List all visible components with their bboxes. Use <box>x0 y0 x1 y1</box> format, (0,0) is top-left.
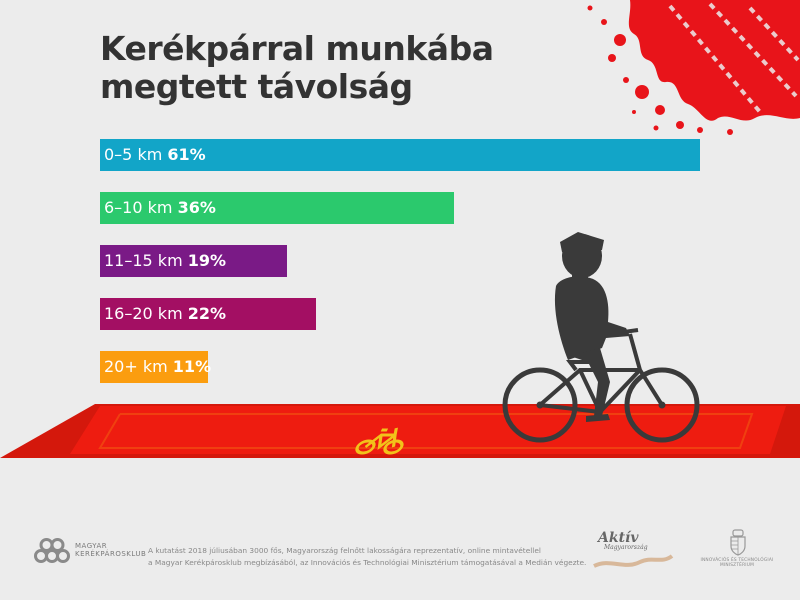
bar-category-label: 11–15 km <box>104 251 188 270</box>
bar-label-3: 11–15 km 19% <box>104 245 226 277</box>
bar-label-1: 0–5 km 61% <box>104 139 206 171</box>
bar-value-label: 19% <box>187 251 227 270</box>
bar-label-5: 20+ km 11% <box>104 351 211 383</box>
mkk-logo-line-2: KERÉKPÁROSKLUB <box>75 550 147 558</box>
mkk-logo-text: MAGYAR KERÉKPÁROSKLUB <box>75 542 146 558</box>
chart-title-line-1: Kerékpárral munkába <box>100 29 494 68</box>
bar-1 <box>100 139 700 171</box>
bar-value-label: 22% <box>187 304 227 323</box>
bar-value-label: 11% <box>172 357 212 376</box>
ministry-text: INNOVÁCIÓS ÉS TECHNOLÓGIAI MINISZTÉRIUM <box>695 558 779 568</box>
bar-category-label: 0–5 km <box>104 145 168 164</box>
footnote-line-1: A kutatást 2018 júliusában 3000 fős, Mag… <box>148 546 541 555</box>
bar-3 <box>100 245 287 277</box>
ministry-line-2: MINISZTÉRIUM <box>720 563 754 568</box>
bar-label-2: 6–10 km 36% <box>104 192 216 224</box>
mkk-logo: MAGYAR KERÉKPÁROSKLUB <box>33 535 146 565</box>
bar-2 <box>100 192 454 224</box>
survey-footnote: A kutatást 2018 júliusában 3000 fős, Mag… <box>148 545 588 569</box>
mkk-logo-line-1: MAGYAR <box>75 542 108 550</box>
ministry-crest-icon <box>730 529 746 556</box>
mkk-chain-logo-icon <box>34 538 70 563</box>
footnote-line-2: a Magyar Kerékpárosklub megbízásából, az… <box>148 558 587 567</box>
chart-title: Kerékpárral munkába megtett távolság <box>100 29 494 106</box>
paint-splatter-icon <box>587 0 800 135</box>
bar-value-label: 36% <box>177 198 216 217</box>
bar-category-label: 6–10 km <box>104 198 178 217</box>
bar-category-label: 16–20 km <box>104 304 188 323</box>
bar-4 <box>100 298 316 330</box>
ministry-line-1: INNOVÁCIÓS ÉS TECHNOLÓGIAI <box>700 558 774 563</box>
chart-title-line-2: megtett távolság <box>100 67 413 106</box>
bike-lane-symbol-icon <box>355 427 404 455</box>
bar-5 <box>100 351 208 383</box>
aktiv-logo-title: Aktív <box>598 530 639 546</box>
bar-value-label: 61% <box>167 145 206 164</box>
bar-label-4: 16–20 km 22% <box>104 298 226 330</box>
bar-category-label: 20+ km <box>104 357 173 376</box>
aktiv-logo-subtitle: Magyarország <box>604 544 648 551</box>
aktiv-swoosh-icon <box>593 554 674 568</box>
cyclist-silhouette-icon <box>502 232 700 443</box>
